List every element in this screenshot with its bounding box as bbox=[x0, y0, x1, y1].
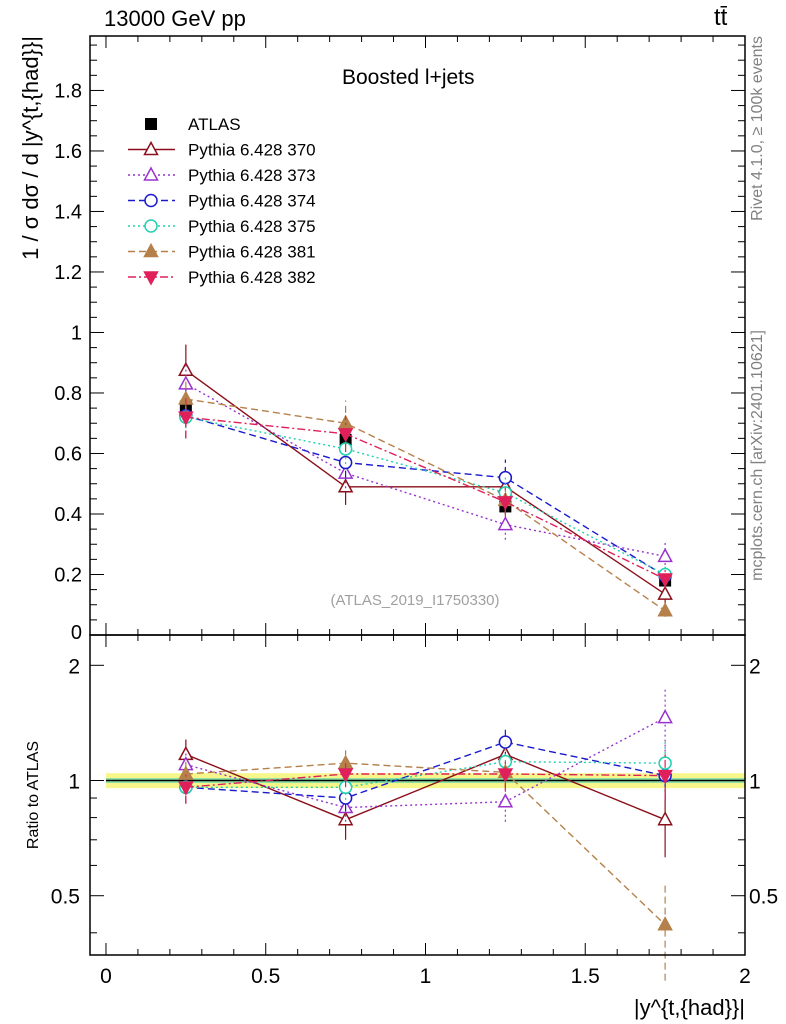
main-y-zero-label: 0 bbox=[71, 622, 82, 644]
main-y-tick-label: 0.4 bbox=[54, 504, 82, 526]
x-tick-label: 1 bbox=[420, 965, 432, 988]
series-line bbox=[185, 416, 666, 576]
series-line bbox=[185, 398, 666, 612]
ratio-point bbox=[498, 735, 513, 749]
ratio-y-tick-label: 0.5 bbox=[51, 886, 80, 909]
process-label: 13000 GeV pp bbox=[104, 6, 246, 31]
legend-marker bbox=[145, 118, 157, 130]
legend-entry-4: Pythia 6.428 375 bbox=[128, 217, 316, 236]
legend-label: Pythia 6.428 382 bbox=[188, 268, 316, 287]
ratio-y-tick-label-right: 1 bbox=[749, 771, 761, 794]
main-y-tick-label: 1.6 bbox=[54, 141, 82, 163]
ratio-y-ticks bbox=[90, 664, 745, 934]
main-y-tick-label: 1.2 bbox=[54, 262, 82, 284]
series-6 bbox=[178, 396, 673, 804]
series-0 bbox=[179, 397, 672, 587]
ratio-point bbox=[337, 768, 354, 783]
main-y-tick-label: 1.8 bbox=[54, 80, 82, 102]
ratio-y-tick-label: 1 bbox=[68, 771, 80, 794]
legend-entry-1: Pythia 6.428 370 bbox=[128, 141, 316, 160]
series-point bbox=[337, 478, 354, 493]
x-tick-label: 1.5 bbox=[571, 965, 600, 988]
ratio-point bbox=[657, 709, 673, 724]
ratio-point bbox=[657, 769, 673, 785]
series-line bbox=[185, 416, 666, 580]
ratio-point bbox=[178, 765, 194, 780]
series-point bbox=[657, 602, 673, 617]
ratio-line bbox=[185, 741, 666, 799]
legend-marker bbox=[143, 271, 159, 286]
main-y-tick-label: 0.6 bbox=[54, 443, 82, 465]
ratio-line bbox=[185, 773, 666, 788]
ratio-point bbox=[657, 916, 673, 931]
ratio-y-tick-label: 2 bbox=[68, 655, 80, 678]
analysis-id: (ATLAS_2019_I1750330) bbox=[330, 592, 499, 609]
legend-entry-6: Pythia 6.428 382 bbox=[128, 268, 316, 287]
legend: ATLAS Pythia 6.428 370 Pythia 6.428 373 Pyt… bbox=[128, 115, 316, 287]
legend-label: Pythia 6.428 370 bbox=[188, 141, 316, 160]
legend-entry-3: Pythia 6.428 374 bbox=[128, 192, 316, 211]
ratio-line bbox=[185, 762, 666, 926]
ratio-point bbox=[657, 811, 673, 826]
legend-label: Pythia 6.428 375 bbox=[188, 217, 316, 236]
ratio-y-tick-label-right: 0.5 bbox=[749, 886, 778, 909]
chart-title: Boosted l+jets bbox=[342, 66, 475, 89]
legend-label: Pythia 6.428 373 bbox=[188, 166, 316, 185]
rivet-label: Rivet 4.1.0, ≥ 100k events bbox=[749, 36, 766, 221]
series-line bbox=[185, 414, 666, 577]
series-point bbox=[337, 428, 354, 443]
ratio-point bbox=[337, 811, 354, 826]
series-point bbox=[497, 516, 514, 531]
mcplots-label: mcplots.cern.ch [arXiv:2401.10621] bbox=[749, 330, 766, 581]
channel-label: tt̄ bbox=[714, 4, 728, 31]
x-ticks bbox=[105, 36, 746, 955]
ratio-point bbox=[497, 768, 514, 783]
legend-marker bbox=[144, 219, 158, 233]
series-2 bbox=[178, 361, 673, 822]
series-point bbox=[497, 496, 514, 511]
legend-entry-0: ATLAS bbox=[145, 115, 241, 134]
legend-marker bbox=[143, 242, 159, 258]
legend-label: Pythia 6.428 374 bbox=[188, 192, 316, 211]
series-line bbox=[185, 383, 666, 558]
ratio-y-axis-label: Ratio to ATLAS bbox=[25, 741, 42, 849]
ratio-point bbox=[497, 793, 514, 808]
ratio-point bbox=[178, 781, 194, 796]
x-tick-label: 0.5 bbox=[251, 965, 280, 988]
legend-entry-2: Pythia 6.428 373 bbox=[128, 166, 316, 185]
ratio-frame bbox=[89, 634, 746, 956]
series-point bbox=[178, 411, 194, 426]
ratio-line bbox=[185, 716, 666, 809]
main-y-tick-label: 1 bbox=[71, 322, 82, 344]
series-point bbox=[657, 573, 673, 588]
main-y-tick-label: 0.2 bbox=[54, 564, 82, 586]
ratio-line bbox=[185, 753, 666, 821]
main-y-axis-label: 1 / σ dσ / d |y^{t,{had}}| bbox=[18, 36, 43, 260]
x-tick-label: 0 bbox=[100, 965, 112, 988]
series-5 bbox=[178, 376, 673, 981]
legend-label: Pythia 6.428 381 bbox=[188, 243, 316, 262]
main-y-tick-label: 1.4 bbox=[54, 201, 82, 223]
series-point bbox=[657, 585, 673, 600]
x-tick-label: 2 bbox=[739, 965, 751, 988]
legend-label: ATLAS bbox=[188, 115, 241, 134]
legend-entry-5: Pythia 6.428 381 bbox=[128, 243, 316, 262]
main-y-tick-label: 0.8 bbox=[54, 383, 82, 405]
main-y-ticks bbox=[90, 44, 745, 636]
x-axis-label: |y^{t,{had}}| bbox=[634, 995, 745, 1020]
legend-marker bbox=[143, 140, 159, 156]
legend-marker bbox=[143, 166, 159, 181]
ratio-y-tick-label-right: 2 bbox=[749, 655, 761, 678]
legend-marker bbox=[144, 193, 158, 208]
series-point bbox=[657, 547, 673, 563]
